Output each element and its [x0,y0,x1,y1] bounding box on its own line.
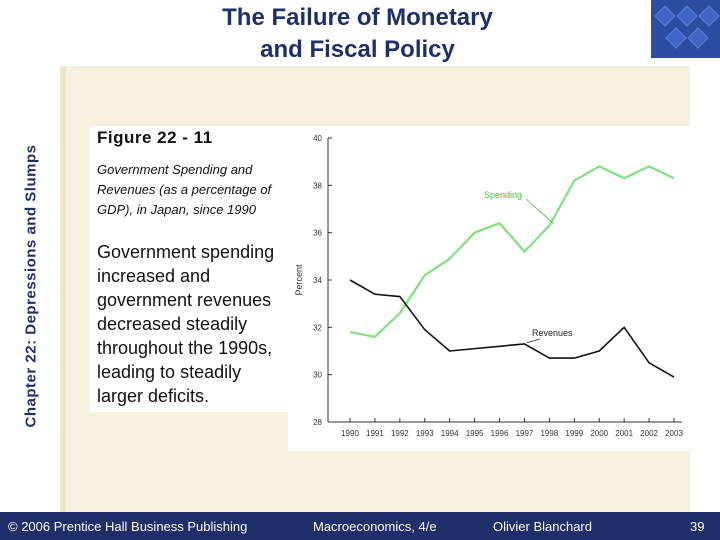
y-tick-label: 38 [313,181,322,190]
content-background-strip [60,66,66,512]
x-tick-label: 2000 [590,429,608,438]
chart-panel [288,126,690,451]
x-tick-label: 2001 [615,429,633,438]
x-tick-label: 1992 [391,429,409,438]
y-axis-label: Percent [294,264,304,296]
spending-revenues-chart: 28 30 32 34 36 38 40 1990 1991 1992 1993 1994 1995 19… [294,134,683,438]
series-line-revenues [349,279,675,378]
slide-title: The Failure of Monetary and Fiscal Polic… [120,2,595,66]
note-box [90,232,288,412]
x-tick-label: 1993 [416,429,434,438]
y-tick-label: 40 [313,134,322,143]
series-line-spending [349,165,675,338]
title-line-1: The Failure of Monetary [222,4,493,31]
x-tick-label: 2002 [640,429,658,438]
x-tick-label: 1990 [341,429,359,438]
chapter-title: Chapter 22: Depressions and Slumps [22,144,40,428]
x-tick-label: 1991 [366,429,384,438]
footer-copyright: © 2006 Prentice Hall Business Publishing [8,519,248,534]
decorative-corner-tile [651,0,720,58]
y-tick-label: 34 [313,276,322,285]
revenues-leader-line [526,338,541,344]
x-tick-label: 1997 [516,429,534,438]
figure-label: Figure 22 - 11 [97,128,213,147]
title-line-2: and Fiscal Policy [260,36,455,63]
x-tick-label: 1999 [565,429,583,438]
footer-book: Macroeconomics, 4/e [313,519,437,534]
series-label-revenues: Revenues [532,328,573,338]
x-tick-label: 1996 [491,429,509,438]
side-title-bar: Chapter 22: Depressions and Slumps [0,0,46,512]
x-tick-label: 2003 [665,429,683,438]
figure-caption: Government Spending and Revenues (as a p… [97,162,272,217]
x-tick-label: 1994 [441,429,459,438]
footer-author: Olivier Blanchard [493,519,592,534]
y-tick-label: 32 [313,323,322,332]
x-tick-label: 1995 [466,429,484,438]
spending-leader-line [525,198,554,224]
y-tick-label: 36 [313,229,322,238]
footer-bar: © 2006 Prentice Hall Business Publishing… [0,512,720,540]
figure-caption-box [90,126,288,232]
x-tick-label: 1998 [540,429,558,438]
diamond-pattern-icon [654,5,720,49]
series-label-spending: Spending [484,190,522,200]
note-text: Government spending increased and govern… [97,242,275,406]
footer-page-number: 39 [690,519,705,534]
y-tick-label: 28 [313,418,322,427]
y-tick-label: 30 [313,371,322,380]
